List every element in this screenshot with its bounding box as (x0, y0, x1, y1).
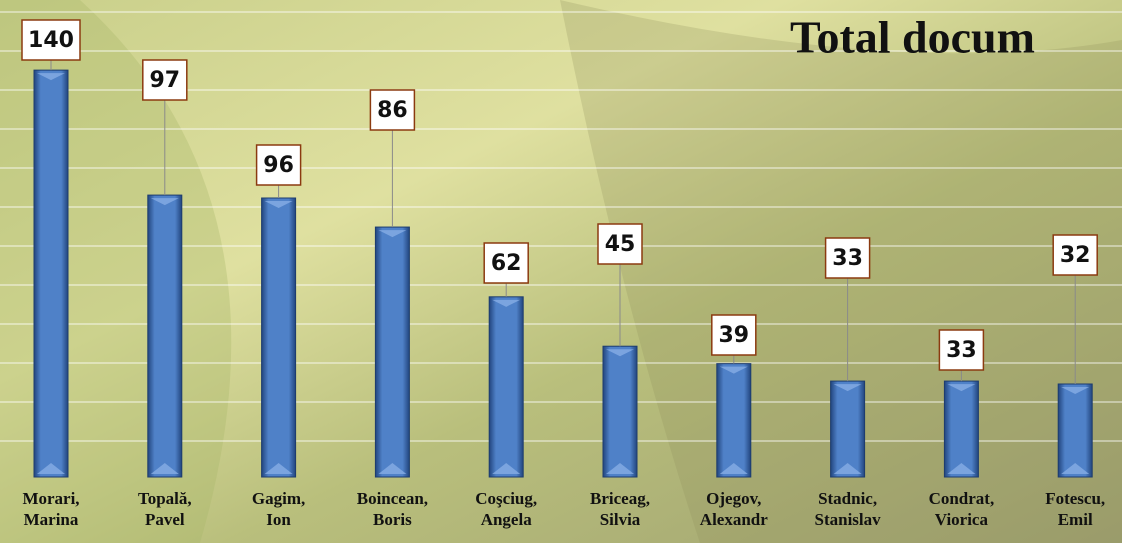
x-tick-label: Fotescu, (1045, 489, 1105, 508)
x-tick-label: Gagim, (252, 489, 305, 508)
bar (830, 380, 866, 478)
value-label: 140 (28, 28, 74, 53)
bar-bevel (719, 366, 748, 374)
x-tick-label: Alexandr (700, 510, 768, 529)
bar (33, 69, 69, 478)
x-tick-label: Emil (1058, 510, 1093, 529)
x-tick-label: Viorica (935, 510, 989, 529)
x-tick-label: Ojegov, (706, 489, 761, 508)
bar-group (1057, 383, 1093, 478)
bar (488, 296, 524, 478)
background-stripes (0, 11, 1122, 442)
value-label: 96 (263, 153, 294, 178)
x-tick-label: Briceag, (590, 489, 650, 508)
value-label-box (369, 89, 416, 131)
x-tick-label: Stanislav (815, 510, 882, 529)
x-tick-label: Pavel (145, 510, 185, 529)
value-label: 32 (1060, 243, 1091, 268)
bar (374, 226, 410, 478)
bar (943, 380, 979, 478)
value-label: 97 (149, 68, 180, 93)
bar-bevel (606, 463, 634, 474)
value-label-box (21, 19, 81, 61)
value-label-box (597, 223, 643, 265)
bar-bevel (1061, 463, 1090, 474)
bar-group (943, 380, 979, 478)
value-label-box (938, 329, 985, 371)
value-label: 33 (832, 246, 863, 271)
bar (602, 345, 638, 478)
value-label: 62 (491, 251, 522, 276)
bar-bevel (947, 384, 976, 392)
x-tick-label: Condrat, (929, 489, 995, 508)
x-tick-label: Ion (266, 510, 291, 529)
bar-bevel (833, 463, 862, 474)
value-label-box (255, 144, 302, 186)
bar-bevel (719, 463, 748, 474)
value-label-box (711, 314, 757, 356)
value-label-box (142, 59, 188, 101)
bar-bevel (37, 73, 65, 81)
value-label-box (1052, 234, 1098, 276)
value-label: 45 (605, 232, 636, 257)
bar-bevel (947, 463, 976, 474)
bar-bevel (492, 299, 521, 307)
bar-bevel (150, 198, 179, 206)
bar-group (261, 197, 297, 478)
bar (147, 194, 183, 478)
x-tick-label: Stadnic, (818, 489, 877, 508)
bar-group (488, 296, 524, 478)
x-tick-label: Morari, (22, 489, 79, 508)
bar-bevel (150, 463, 179, 474)
x-tick-label: Boincean, (357, 489, 428, 508)
bar-bevel (264, 201, 293, 208)
bar (716, 363, 752, 478)
bar-bevel (1061, 387, 1090, 394)
bar-bevel (606, 349, 634, 357)
bar (1057, 383, 1093, 478)
x-tick-label: Marina (24, 510, 79, 529)
bar-group (33, 69, 69, 478)
bar-bevel (378, 463, 407, 474)
chart-title: Total docum (790, 12, 1035, 63)
bar-bevel (833, 384, 862, 392)
bar-group (716, 363, 752, 478)
bar-bevel (492, 463, 521, 474)
bar-group (830, 380, 866, 478)
bar (261, 197, 297, 478)
value-label: 86 (377, 98, 408, 123)
x-tick-label: Boris (373, 510, 412, 529)
x-tick-label: Silvia (600, 510, 641, 529)
x-tick-label: Coşciug, (475, 489, 537, 508)
x-tick-label: Angela (481, 510, 533, 529)
bar-group (374, 226, 410, 478)
x-tick-label: Topală, (138, 489, 192, 508)
bar-group (602, 345, 638, 478)
bar-bevel (378, 230, 407, 238)
bar-bevel (264, 463, 293, 474)
value-label: 33 (946, 338, 977, 363)
value-label-box (824, 237, 871, 279)
value-label-box (483, 242, 529, 284)
value-label: 39 (718, 323, 749, 348)
bar-group (147, 194, 183, 478)
bar-bevel (37, 463, 65, 474)
